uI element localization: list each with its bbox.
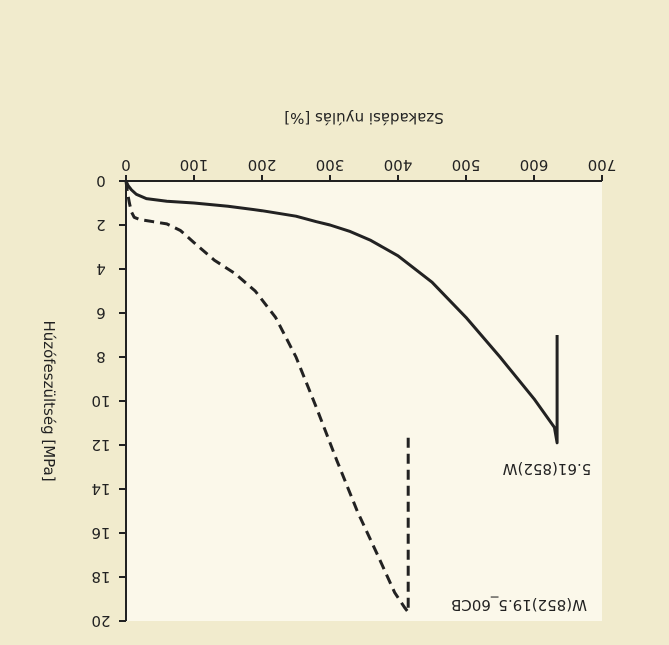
y-tick-label-14: 14 [91, 480, 110, 498]
series-label-dashed: W(852)19.5_60CB [451, 595, 587, 614]
series-label-solid: 5.61(852)W [503, 460, 592, 478]
x-tick-label-0: 0 [121, 156, 131, 174]
series-line-dashed [124, 180, 410, 614]
y-tick-label-10: 10 [91, 392, 110, 410]
x-tick-label-600: 600 [520, 156, 549, 174]
y-tick-label-8: 8 [96, 348, 106, 366]
y-tick-label-4: 4 [96, 260, 106, 278]
x-axis-label: Szakadási nyúlás [%] [284, 109, 443, 127]
y-tick-label-20: 20 [91, 612, 110, 630]
y-tick-label-16: 16 [91, 524, 110, 542]
x-tick-label-400: 400 [384, 156, 413, 174]
y-axis-label: Húzófeszültség [MPa] [40, 320, 58, 481]
y-tick-label-6: 6 [96, 304, 106, 322]
x-tick-label-500: 500 [452, 156, 481, 174]
y-tick-label-12: 12 [91, 436, 110, 454]
series-line-solid [124, 180, 559, 445]
x-axis-ticks: 0 100 200 300 400 500 600 700 [121, 156, 616, 181]
x-tick-label-700: 700 [588, 156, 617, 174]
plot-area [126, 181, 602, 621]
x-tick-label-200: 200 [248, 156, 277, 174]
x-tick-label-300: 300 [316, 156, 345, 174]
y-tick-label-2: 2 [96, 216, 106, 234]
y-tick-label-0: 0 [96, 172, 106, 190]
y-tick-label-18: 18 [91, 568, 110, 586]
x-tick-label-100: 100 [180, 156, 209, 174]
series-layer [124, 180, 559, 614]
y-axis-ticks: 0 2 4 6 8 10 12 14 16 18 20 [91, 172, 126, 630]
